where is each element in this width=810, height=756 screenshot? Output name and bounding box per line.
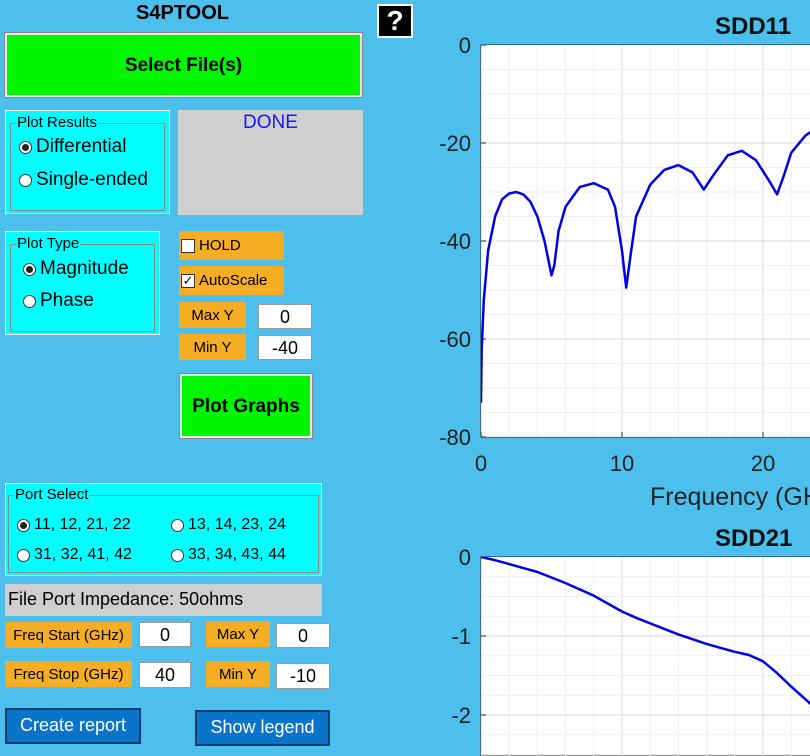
radio-port-11-12-21-22[interactable]: 11, 12, 21, 22	[17, 516, 131, 534]
checkmark-icon[interactable]: ✓	[181, 272, 195, 288]
freq-stop-label: Freq Stop (GHz)	[5, 661, 132, 687]
port-option-label: 33, 34, 43, 44	[188, 546, 286, 563]
max-y2-label: Max Y	[206, 621, 270, 647]
y-tick-label: 0	[459, 33, 471, 58]
x-tick-label: 0	[475, 451, 487, 476]
radio-port-13-14-23-24[interactable]: 13, 14, 23, 24	[171, 516, 286, 534]
min-y2-label: Min Y	[206, 661, 270, 687]
plot-results-panel: Plot Results Differential Single-ended	[5, 110, 170, 214]
radio-magnitude-label: Magnitude	[40, 258, 129, 279]
y-tick-label: -20	[439, 131, 471, 156]
y-tick-label: -1	[451, 624, 471, 649]
select-files-button[interactable]: Select File(s)	[4, 32, 363, 98]
x-tick-label: 20	[751, 451, 775, 476]
max-y-label: Max Y	[179, 302, 246, 328]
autoscale-label: AutoScale	[199, 272, 268, 289]
radio-selected-icon[interactable]	[23, 262, 36, 276]
radio-unselected-icon[interactable]	[171, 548, 184, 562]
x-tick-label: 10	[610, 451, 634, 476]
checkbox-empty-icon[interactable]	[181, 238, 195, 253]
port-select-panel: Port Select 11, 12, 21, 22 13, 14, 23, 2…	[5, 483, 322, 576]
max-y-field[interactable]: 0	[258, 304, 312, 329]
chart-sdd21[interactable]: 0 -1 -2 SDD21	[451, 525, 810, 756]
max-y2-field[interactable]: 0	[276, 623, 330, 648]
port-select-legend: Port Select	[14, 486, 90, 503]
y-tick-label: -60	[439, 327, 471, 352]
chart-title: SDD11	[715, 13, 791, 40]
radio-unselected-icon[interactable]	[17, 548, 30, 562]
freq-start-field[interactable]: 0	[139, 622, 191, 647]
min-y-label: Min Y	[179, 334, 246, 360]
series-line	[481, 130, 810, 403]
grid	[481, 557, 810, 756]
radio-unselected-icon[interactable]	[19, 173, 32, 187]
hold-checkbox[interactable]: HOLD	[179, 231, 284, 260]
y-tick-label: 0	[459, 545, 471, 570]
plot-type-panel: Plot Type Magnitude Phase	[5, 231, 160, 335]
radio-phase[interactable]: Phase	[23, 290, 94, 312]
x-axis-label: Frequency (GHz)	[650, 483, 810, 511]
chart-title: SDD21	[715, 525, 792, 552]
min-y2-field[interactable]: -10	[276, 663, 330, 689]
radio-port-31-32-41-42[interactable]: 31, 32, 41, 42	[17, 546, 132, 564]
port-option-label: 11, 12, 21, 22	[34, 516, 131, 533]
radio-differential[interactable]: Differential	[19, 136, 126, 158]
plot-type-legend: Plot Type	[16, 235, 81, 252]
radio-selected-icon[interactable]	[19, 140, 32, 154]
plot-results-group: Plot Results Differential Single-ended	[10, 115, 165, 211]
hold-label: HOLD	[199, 237, 241, 254]
app-title: S4PTOOL	[136, 2, 229, 24]
radio-selected-icon[interactable]	[17, 518, 30, 532]
radio-single-ended-label: Single-ended	[36, 169, 148, 190]
question-icon[interactable]: ?	[377, 4, 413, 38]
port-option-label: 13, 14, 23, 24	[188, 516, 286, 533]
freq-stop-field[interactable]: 40	[139, 662, 191, 688]
port-option-label: 31, 32, 41, 42	[34, 546, 132, 563]
plot-type-group: Plot Type Magnitude Phase	[10, 236, 155, 332]
show-legend-button[interactable]: Show legend	[195, 710, 330, 746]
y-tick-label: -40	[439, 229, 471, 254]
series-line	[481, 557, 810, 706]
radio-single-ended[interactable]: Single-ended	[19, 169, 148, 191]
plot-results-legend: Plot Results	[16, 114, 99, 131]
port-impedance-display: File Port Impedance: 50ohms	[5, 584, 322, 616]
y-tick-label: -2	[451, 703, 471, 728]
radio-magnitude[interactable]: Magnitude	[23, 258, 129, 280]
radio-unselected-icon[interactable]	[23, 294, 36, 308]
radio-differential-label: Differential	[36, 136, 127, 157]
freq-start-label: Freq Start (GHz)	[5, 622, 132, 648]
autoscale-checkbox[interactable]: ✓ AutoScale	[179, 266, 284, 295]
plot-graphs-button[interactable]: Plot Graphs	[179, 373, 313, 439]
port-select-group: Port Select 11, 12, 21, 22 13, 14, 23, 2…	[8, 487, 319, 573]
y-tick-label: -80	[439, 425, 471, 450]
radio-phase-label: Phase	[40, 290, 94, 311]
create-report-button[interactable]: Create report	[5, 708, 141, 744]
radio-unselected-icon[interactable]	[171, 518, 184, 532]
status-display: DONE	[178, 110, 363, 215]
plot-area	[480, 556, 810, 756]
grid	[481, 45, 810, 437]
radio-port-33-34-43-44[interactable]: 33, 34, 43, 44	[171, 546, 286, 564]
min-y-field[interactable]: -40	[258, 335, 312, 360]
